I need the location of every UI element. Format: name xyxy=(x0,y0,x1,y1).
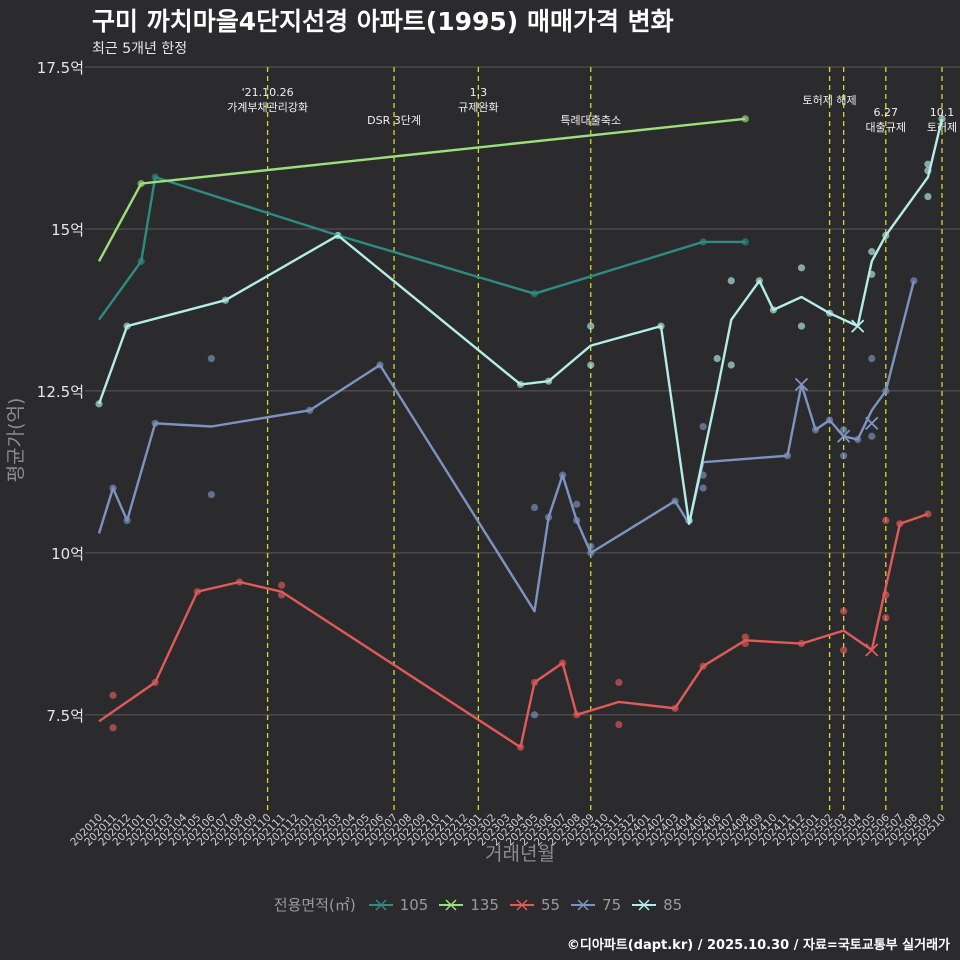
series-line-75 xyxy=(97,280,916,613)
event-label: 10.1 토허제 xyxy=(927,106,957,134)
data-point-85 xyxy=(924,192,932,201)
data-point-85 xyxy=(797,322,806,330)
event-label: 1.3 규제완화 xyxy=(458,86,498,114)
event-label-line: 1.3 xyxy=(470,86,488,99)
data-point-85 xyxy=(587,322,595,330)
legend-label-55: 55 xyxy=(540,895,561,914)
event-label: DSR 3단계 xyxy=(367,114,421,127)
data-point-85 xyxy=(727,277,735,285)
event-label-line: 규제완화 xyxy=(458,101,498,114)
legend-item-55[interactable]: 55 xyxy=(509,896,560,914)
event-label: 특례대출축소 xyxy=(560,114,621,127)
data-point-105 xyxy=(741,238,749,246)
data-point-55 xyxy=(882,516,890,525)
data-cross-85 xyxy=(851,319,865,333)
legend-key-75 xyxy=(571,898,596,911)
data-point-85 xyxy=(868,248,876,256)
x-axis-title: 거래년월 xyxy=(485,843,555,865)
chart-subtitle: 최근 5개년 한정 xyxy=(92,41,188,57)
event-label-line: 10.1 xyxy=(930,106,955,119)
event-label-line: 대출규제 xyxy=(866,121,906,134)
legend-label-75: 75 xyxy=(602,895,622,914)
data-point-55 xyxy=(840,607,848,615)
data-point-85 xyxy=(727,361,735,369)
legend-item-135[interactable]: 135 xyxy=(438,896,499,914)
legend-label-85: 85 xyxy=(663,895,683,914)
event-label-line: 토허제 xyxy=(927,121,957,134)
data-point-75 xyxy=(530,503,539,512)
event-label-line: 토허제 해제 xyxy=(803,93,857,107)
legend-key-55 xyxy=(509,898,534,911)
legend-key-105 xyxy=(368,898,393,911)
data-point-75 xyxy=(910,277,918,285)
legend-item-75[interactable]: 75 xyxy=(570,896,621,914)
legend-key-135 xyxy=(439,898,464,911)
data-point-55 xyxy=(882,614,890,622)
data-point-55 xyxy=(278,581,286,589)
y-axis-title: 평균가(억) xyxy=(5,398,27,483)
data-point-75 xyxy=(207,354,215,363)
data-point-75 xyxy=(868,354,876,363)
legend-label-135: 135 xyxy=(470,895,499,914)
event-label: 6.27 대출규제 xyxy=(866,106,906,134)
series-line-55 xyxy=(98,512,929,749)
data-cross-55 xyxy=(865,643,879,657)
data-point-55 xyxy=(615,678,623,687)
series-line-105 xyxy=(98,175,746,321)
legend-label-105: 105 xyxy=(399,895,429,914)
data-point-85 xyxy=(713,354,721,363)
series-line-85 xyxy=(97,118,944,525)
y-tick-label: 17.5억 xyxy=(37,59,84,77)
data-point-75 xyxy=(573,500,581,508)
event-label-line: 특례대출축소 xyxy=(560,114,621,127)
data-point-55 xyxy=(741,633,749,641)
event-label-line: 6.27 xyxy=(874,106,899,119)
data-point-55 xyxy=(109,724,117,732)
data-point-55 xyxy=(840,646,848,654)
legend-item-85[interactable]: 85 xyxy=(631,896,682,914)
data-point-75 xyxy=(840,426,848,434)
event-label-line: '21.10.26 xyxy=(242,86,294,99)
data-point-75 xyxy=(699,422,707,431)
data-point-75 xyxy=(868,432,876,440)
y-tick-label: 7.5억 xyxy=(46,707,84,725)
data-point-85 xyxy=(587,361,595,369)
legend-key-85 xyxy=(632,898,657,911)
data-point-75 xyxy=(530,711,539,719)
event-label: 토허제 해제 xyxy=(803,93,857,107)
chart-title: 구미 까치마을4단지선경 아파트(1995) 매매가격 변화 xyxy=(92,7,674,36)
legend-item-105[interactable]: 105 xyxy=(368,895,429,914)
data-point-75 xyxy=(207,490,215,499)
data-point-75 xyxy=(840,452,848,460)
data-point-55 xyxy=(615,720,623,729)
data-point-85 xyxy=(797,264,806,272)
series-line-135 xyxy=(97,117,746,262)
source-caption: ©디아파트(dapt.kr) / 2025.10.30 / 자료=국토교통부 실… xyxy=(566,938,950,953)
event-label-line: 가계부채관리강화 xyxy=(227,101,308,114)
data-point-75 xyxy=(699,484,707,492)
data-cross-75 xyxy=(865,416,879,430)
data-point-55 xyxy=(109,691,117,699)
legend: 전용면적(㎡) 105 135 55 75 85 xyxy=(0,894,960,915)
data-cross-75 xyxy=(837,429,851,443)
y-tick-label: 12.5억 xyxy=(37,383,84,401)
y-tick-label: 10억 xyxy=(51,545,84,563)
y-tick-label: 15억 xyxy=(51,221,84,239)
data-cross-75 xyxy=(794,377,809,392)
legend-title: 전용면적(㎡) xyxy=(273,896,356,914)
event-label-line: DSR 3단계 xyxy=(367,114,421,127)
event-label: '21.10.26 가계부채관리강화 xyxy=(227,86,308,114)
